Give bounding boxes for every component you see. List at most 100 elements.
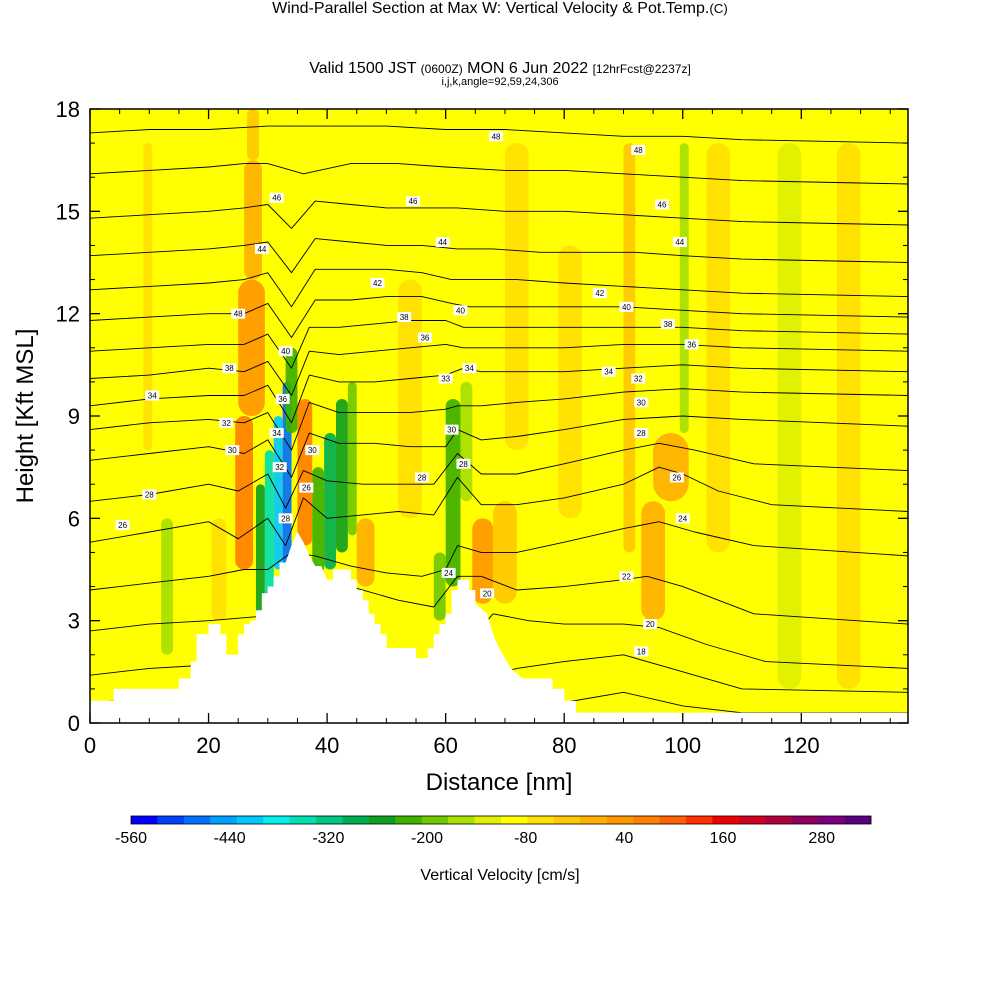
colorbar-swatch: [157, 816, 185, 824]
velocity-cell: [558, 245, 582, 519]
contour-label-bg: [305, 445, 320, 456]
contour-label: 38: [225, 364, 234, 373]
contour-label: 32: [275, 463, 284, 472]
contour-label-bg: [115, 520, 130, 531]
contour-label: 34: [148, 392, 157, 401]
colorbar-swatch: [474, 816, 502, 824]
y-axis-label: Height [Kft MSL]: [12, 329, 39, 504]
contour-label: 30: [447, 426, 456, 435]
contour-label: 26: [672, 473, 681, 482]
contour-label: 30: [308, 446, 317, 455]
contour-label-bg: [299, 482, 314, 493]
theta-contour-labels: 48 48 46 46 46 44 44 44 42 42 40 40 40 48 38 38 36 36 38 34…: [115, 131, 699, 657]
contour-label: 36: [278, 395, 287, 404]
contour-label-bg: [225, 445, 240, 456]
contour-label-bg: [462, 363, 477, 374]
contour-label: 32: [634, 374, 643, 383]
x-tick-label: 80: [552, 733, 576, 758]
contour-label: 36: [420, 334, 429, 343]
velocity-field: [90, 109, 908, 723]
contour-label-bg: [438, 373, 453, 384]
contour-label: 40: [622, 303, 631, 312]
velocity-cell: [161, 518, 173, 655]
contour-label-bg: [634, 397, 649, 408]
theta-contour: [90, 364, 908, 424]
colorbar-swatch: [738, 816, 766, 824]
contour-label: 40: [281, 347, 290, 356]
contour-label-bg: [669, 472, 684, 483]
contour-label: 20: [646, 620, 655, 629]
contour-label: 22: [622, 572, 631, 581]
velocity-cell: [347, 381, 357, 536]
contour-label: 28: [417, 473, 426, 482]
forecast-info: [12hrFcst@2237z]: [592, 62, 691, 76]
contour-label: 38: [663, 320, 672, 329]
x-tick-label: 120: [783, 733, 820, 758]
y-tick-label: 3: [68, 609, 80, 634]
colorbar-swatch: [553, 816, 581, 824]
colorbar-swatch: [633, 816, 660, 824]
theta-contour: [90, 238, 908, 274]
contour-label: 44: [257, 245, 266, 254]
contour-label-bg: [406, 196, 421, 207]
contour-label-bg: [231, 308, 246, 319]
colorbar-swatch: [210, 816, 238, 824]
colorbar-tick-label: -80: [514, 830, 537, 847]
colorbar-label: Vertical Velocity [cm/s]: [420, 867, 579, 884]
contour-label-bg: [145, 390, 160, 401]
contour-label-bg: [675, 513, 690, 524]
colorbar-swatch: [765, 816, 793, 824]
valid-time-utc: (0600Z): [420, 62, 463, 76]
contour-label-bg: [489, 131, 504, 142]
colorbar-tick-label: 40: [615, 830, 633, 847]
theta-contour: [90, 415, 908, 478]
contour-label: 24: [678, 514, 687, 523]
contour-label: 40: [456, 306, 465, 315]
colorbar-swatch: [236, 816, 264, 824]
x-tick-label: 20: [196, 733, 220, 758]
velocity-cell: [472, 518, 494, 604]
contour-label-bg: [272, 462, 287, 473]
contour-label-bg: [275, 393, 290, 404]
contour-label-bg: [619, 301, 634, 312]
colorbar-tick-label: -200: [411, 830, 443, 847]
colorbar-swatch: [131, 816, 158, 824]
colorbar-swatch: [686, 816, 713, 824]
contour-label-bg: [269, 192, 284, 203]
contour-label-bg: [634, 428, 649, 439]
colorbar-swatch: [844, 816, 872, 824]
y-tick-label: 6: [68, 506, 80, 531]
contour-label-bg: [414, 472, 429, 483]
contour-label-bg: [142, 489, 157, 500]
velocity-cell: [324, 433, 336, 570]
contour-label: 28: [145, 490, 154, 499]
theta-contour: [90, 343, 908, 396]
colorbar-swatch: [342, 816, 370, 824]
colorbar-swatch: [791, 816, 819, 824]
contour-label: 34: [604, 368, 613, 377]
x-axis: 0 20 40 60 80 100 120: [84, 109, 891, 758]
velocity-cell: [706, 143, 731, 553]
section-indices-text: i,j,k,angle=92,59,24,306: [441, 76, 559, 88]
colorbar-swatch: [263, 816, 290, 824]
contour-label: 42: [595, 289, 604, 298]
velocity-cell: [335, 398, 348, 553]
contour-label: 46: [658, 201, 667, 210]
theta-contour: [90, 125, 908, 144]
velocity-cell: [244, 160, 262, 280]
contour-label-bg: [370, 277, 385, 288]
contour-label: 18: [637, 647, 646, 656]
velocity-cell: [445, 398, 461, 587]
velocity-cell: [312, 467, 325, 573]
contour-label: 48: [492, 132, 501, 141]
colorbar-tick-label: -320: [312, 830, 344, 847]
contour-label-bg: [453, 305, 468, 316]
contour-label: 30: [637, 398, 646, 407]
colorbar-swatch: [527, 816, 555, 824]
contour-label: 36: [687, 340, 696, 349]
colorbar-swatch: [606, 816, 634, 824]
contour-label-bg: [417, 332, 432, 343]
contour-label-bg: [672, 237, 687, 248]
colorbar-swatch: [448, 816, 475, 824]
contour-label: 26: [302, 484, 311, 493]
